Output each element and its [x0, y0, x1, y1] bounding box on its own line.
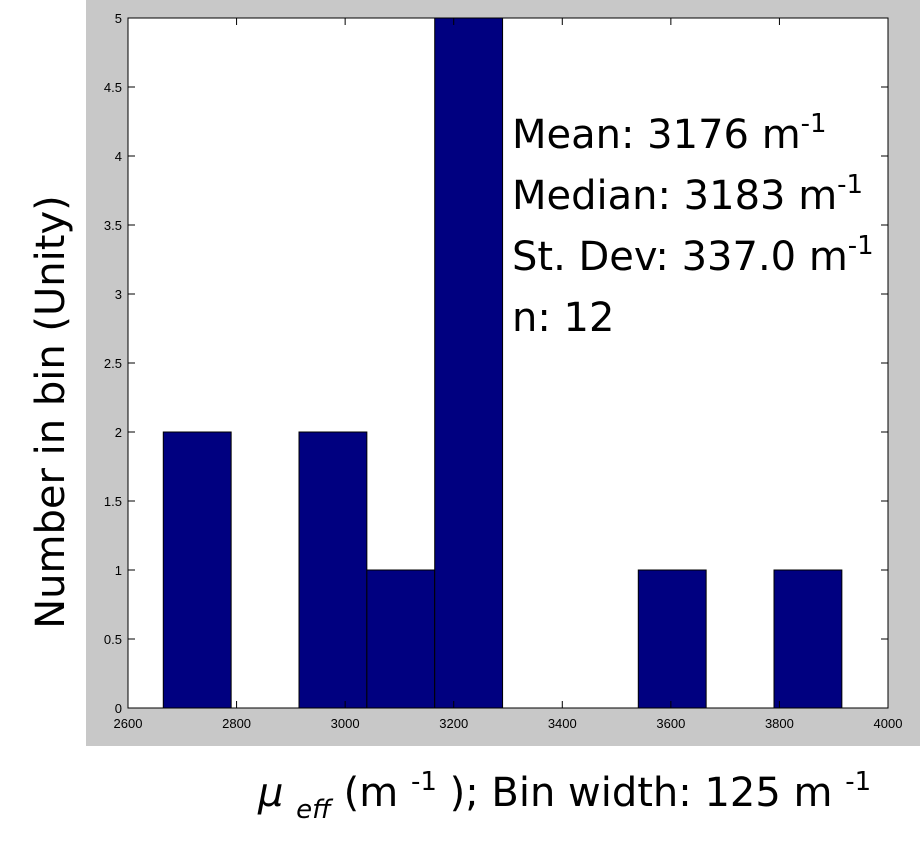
histogram-bar [434, 17, 504, 709]
x-tick-label: 4000 [874, 716, 903, 731]
stats-line-exponent: -1 [837, 170, 863, 200]
x-axis-bin-exponent: -1 [845, 767, 871, 797]
stats-line-exponent: -1 [801, 109, 827, 139]
x-axis-symbol-subscript: eff [296, 795, 334, 825]
y-tick-label: 3 [115, 287, 122, 302]
x-axis-unit-open: (m [344, 770, 399, 816]
stats-line: St. Dev: 337.0 m [512, 234, 848, 280]
plot-area [128, 18, 888, 708]
y-axis-label: Number in bin (Unity) [28, 195, 74, 628]
y-tick-label: 2 [115, 425, 122, 440]
y-tick-labels: 0 0.5 1 1.5 2 2.5 3 3.5 4 4.5 5 [104, 11, 122, 716]
x-axis-bin-width: ); Bin width: 125 m [450, 770, 833, 816]
x-axis-label: μ eff (m -1 ); Bin width: 125 m -1 [257, 754, 871, 828]
stats-annotation: Mean: 3176 m-1 Median: 3183 m-1 St. Dev: 3… [512, 109, 874, 341]
histogram-bar [773, 569, 843, 709]
stats-line: n: 12 [512, 295, 614, 341]
y-tick-label: 5 [115, 11, 122, 26]
y-tick-label: 0 [115, 701, 122, 716]
x-tick-label: 3400 [548, 716, 577, 731]
histogram-bar [637, 569, 707, 709]
stats-line: Median: 3183 m [512, 173, 837, 219]
plot-frame [127, 17, 889, 709]
y-tick-label: 4 [115, 149, 122, 164]
x-tick-labels: 2600 2800 3000 3200 3400 3600 3800 4000 [114, 716, 903, 731]
histogram-bar [162, 431, 232, 709]
y-tick-label: 2.5 [104, 356, 122, 371]
y-tick-label: 4.5 [104, 80, 122, 95]
histogram-bar [366, 569, 436, 709]
x-axis-symbol: μ [257, 770, 283, 816]
x-tick-label: 2600 [114, 716, 143, 731]
x-axis-unit-exponent: -1 [411, 767, 437, 797]
stats-line: Mean: 3176 m [512, 112, 801, 158]
x-tick-label: 2800 [222, 716, 251, 731]
y-tick-label: 1.5 [104, 494, 122, 509]
y-tick-label: 1 [115, 563, 122, 578]
y-tick-label: 0.5 [104, 632, 122, 647]
x-tick-label: 3800 [765, 716, 794, 731]
histogram-bar [298, 431, 368, 709]
y-tick-label: 3.5 [104, 218, 122, 233]
x-tick-label: 3000 [331, 716, 360, 731]
stats-line-exponent: -1 [848, 231, 874, 261]
x-tick-label: 3200 [439, 716, 468, 731]
x-tick-label: 3600 [656, 716, 685, 731]
